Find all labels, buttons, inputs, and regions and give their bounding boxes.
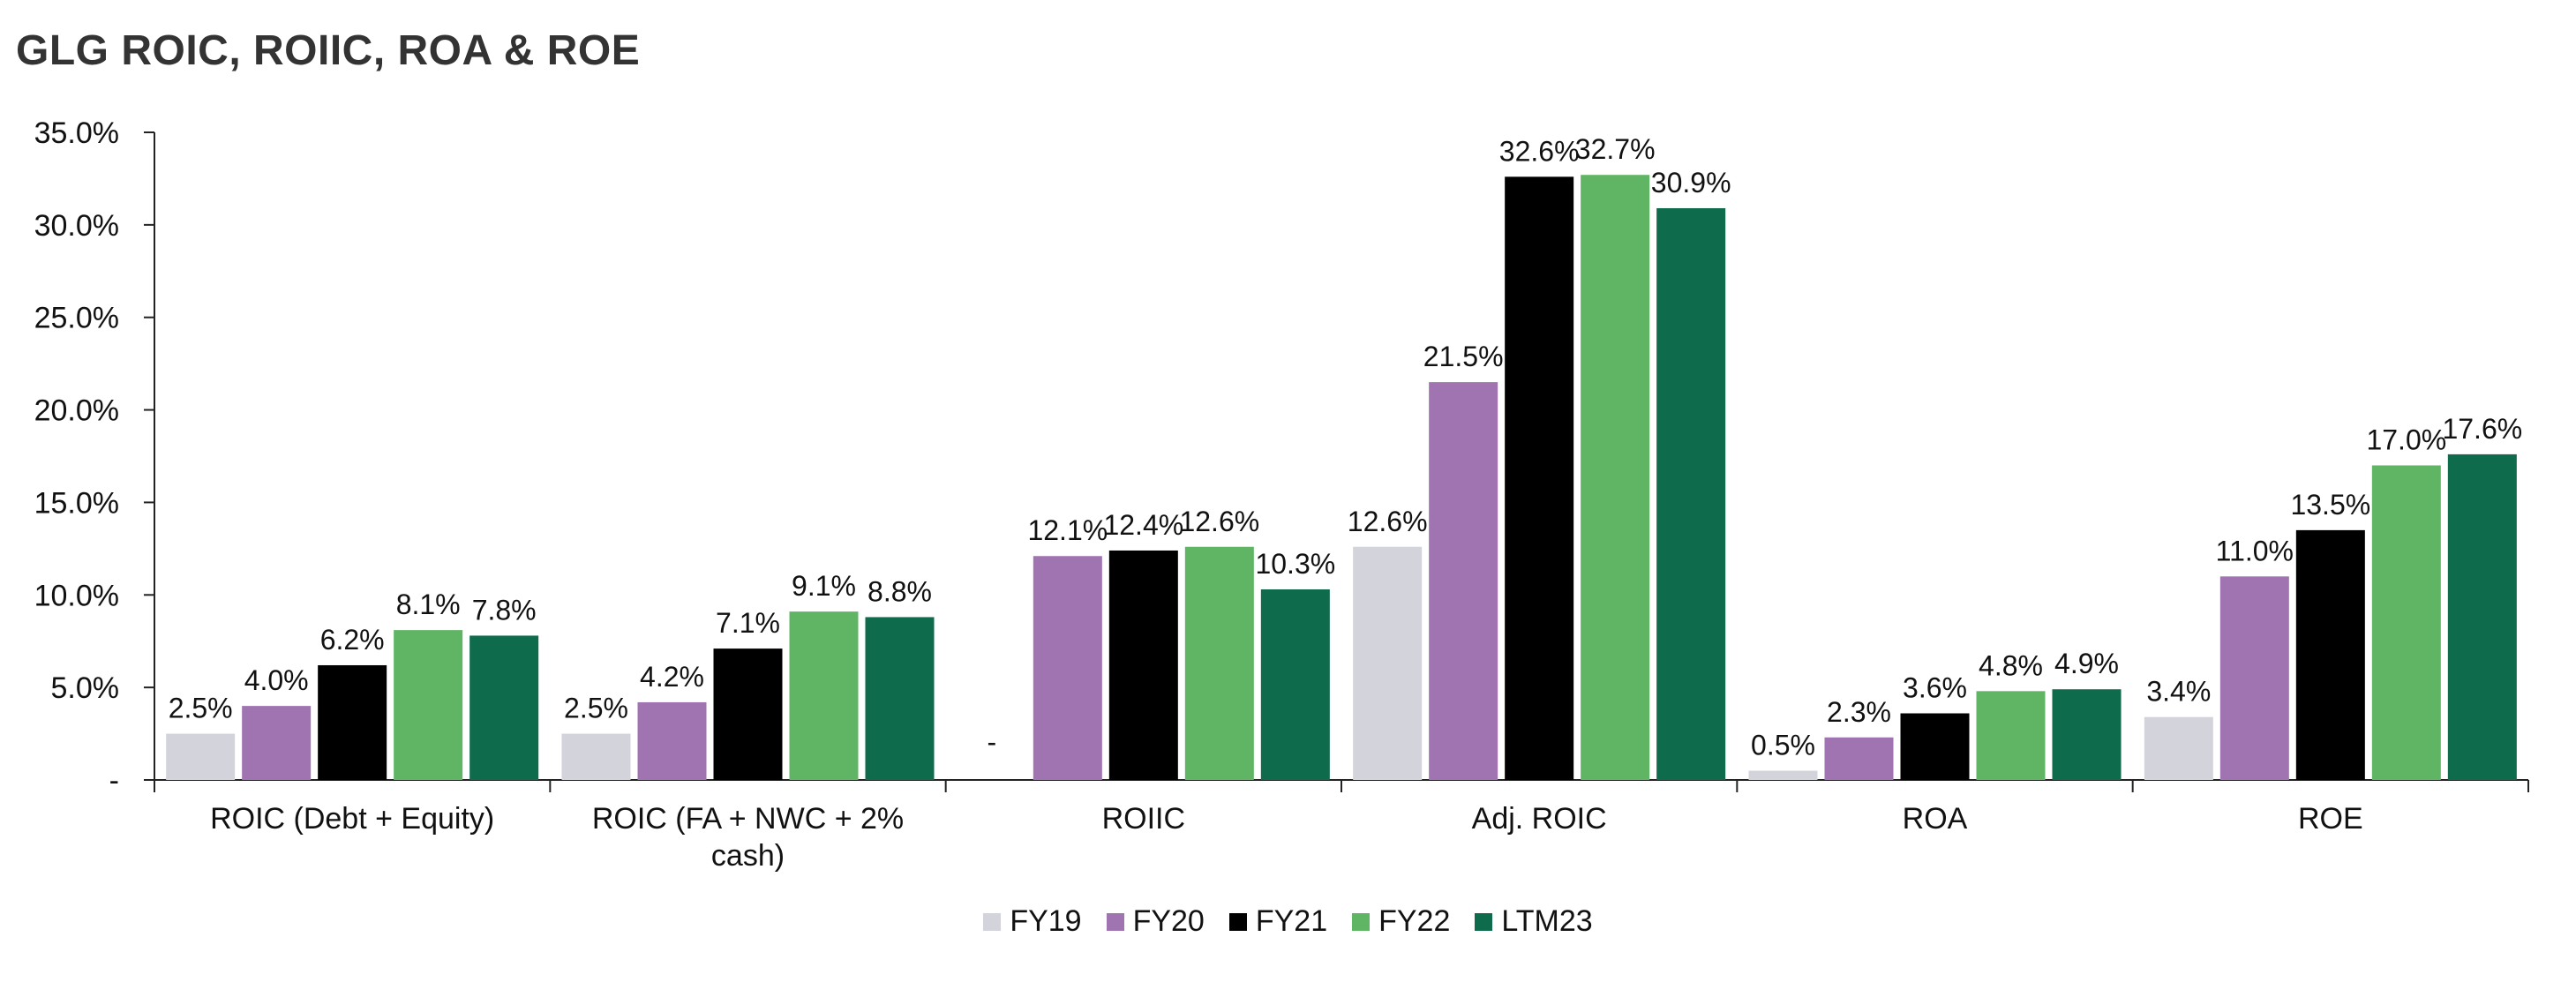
data-label: 32.6% [1499, 135, 1580, 167]
x-category-label: ROE [2298, 802, 2363, 836]
bar-ltm23 [1656, 207, 1726, 781]
bar-fy21 [1505, 176, 1574, 780]
x-category-label: ROIC (Debt + Equity) [210, 802, 494, 836]
bar-fy21 [713, 648, 783, 780]
bar-fy21 [1900, 713, 1970, 780]
data-label: 17.6% [2442, 413, 2522, 445]
bar-ltm23 [865, 617, 935, 780]
data-label: 4.2% [640, 661, 704, 693]
y-tick-label: 30.0% [34, 209, 119, 243]
data-label: 10.3% [1255, 548, 1335, 580]
chart-title: GLG ROIC, ROIIC, ROA & ROE [16, 27, 641, 74]
y-tick-label: 10.0% [34, 579, 119, 612]
bar-fy19 [561, 733, 631, 780]
data-label: 2.3% [1827, 696, 1891, 728]
data-label: 2.5% [169, 693, 233, 724]
bar-fy22 [2371, 465, 2441, 780]
legend-item-fy21: FY21 [1228, 904, 1328, 939]
bar-fy22 [1581, 175, 1650, 781]
bar-fy21 [1108, 550, 1178, 780]
legend: FY19 FY20 FY21 FY22 LTM23 [0, 904, 2576, 939]
legend-item-fy19: FY19 [983, 904, 1082, 939]
legend-label: FY21 [1255, 904, 1328, 938]
data-label: 7.8% [472, 594, 537, 626]
y-tick-label: 20.0% [34, 394, 119, 428]
bar-fy22 [394, 630, 463, 780]
bar-fy20 [242, 706, 312, 780]
bar-fy20 [1824, 737, 1894, 780]
bar-fy21 [2295, 529, 2365, 780]
bar-ltm23 [2447, 454, 2517, 780]
data-label: - [988, 726, 997, 758]
data-label: 30.9% [1651, 167, 1731, 199]
legend-label: FY20 [1132, 904, 1205, 938]
legend-item-fy20: FY20 [1106, 904, 1205, 939]
data-label: 12.6% [1348, 506, 1428, 537]
data-label: 21.5% [1423, 341, 1504, 372]
x-category-label: ROIIC [1102, 802, 1185, 836]
legend-swatch [1475, 912, 1493, 931]
bar-fy19 [166, 733, 236, 780]
legend-swatch [1352, 912, 1371, 931]
data-label: 11.0% [2216, 535, 2294, 566]
x-category-label: ROIC (FA + NWC + 2% cash) [592, 802, 904, 873]
data-label: 12.4% [1103, 509, 1183, 541]
legend-label: FY22 [1378, 904, 1451, 938]
data-label: 3.6% [1903, 672, 1967, 704]
data-label: 8.8% [867, 575, 932, 607]
legend-swatch [983, 912, 1002, 931]
data-label: 4.8% [1979, 649, 2043, 681]
x-category-label: Adj. ROIC [1472, 802, 1607, 836]
data-label: 3.4% [2146, 676, 2211, 708]
data-label: 6.2% [320, 624, 385, 656]
bar-fy21 [318, 664, 387, 780]
data-label: 13.5% [2290, 489, 2370, 521]
data-label: 4.9% [2054, 648, 2119, 679]
bar-fy19 [2144, 716, 2213, 780]
bar-fy22 [1184, 546, 1254, 780]
data-label: 8.1% [396, 588, 461, 620]
bar-fy22 [1976, 691, 2046, 780]
data-label: 2.5% [564, 693, 628, 724]
data-label: 32.7% [1575, 133, 1656, 165]
bar-fy22 [789, 611, 859, 780]
data-label: 4.0% [244, 664, 309, 696]
bar-fy20 [2219, 576, 2289, 780]
bar-fy19 [1353, 546, 1423, 780]
legend-swatch [1106, 912, 1124, 931]
legend-item-fy22: FY22 [1352, 904, 1450, 939]
data-label: 0.5% [1751, 730, 1815, 761]
bar-ltm23 [1260, 588, 1330, 780]
y-tick-label: - [109, 764, 119, 798]
y-tick-label: 25.0% [34, 302, 119, 335]
bar-ltm23 [2052, 689, 2122, 780]
legend-label: FY19 [1010, 904, 1082, 938]
y-tick-label: 5.0% [51, 671, 120, 705]
data-label: 17.0% [2366, 424, 2446, 455]
bar-fy20 [1429, 382, 1498, 780]
legend-item-ltm23: LTM23 [1475, 904, 1593, 939]
data-label: 9.1% [792, 570, 856, 602]
legend-label: LTM23 [1501, 904, 1593, 938]
bar-fy20 [1033, 556, 1102, 780]
y-tick-label: 15.0% [34, 486, 119, 520]
legend-swatch [1228, 912, 1247, 931]
y-tick-label: 35.0% [34, 116, 119, 150]
data-label: 12.6% [1179, 506, 1259, 537]
x-category-label: ROA [1903, 802, 1968, 836]
bar-ltm23 [469, 635, 539, 780]
bar-fy20 [637, 701, 707, 780]
bar-fy19 [1748, 770, 1818, 780]
data-label: 7.1% [716, 607, 780, 639]
data-label: 12.1% [1027, 514, 1108, 546]
